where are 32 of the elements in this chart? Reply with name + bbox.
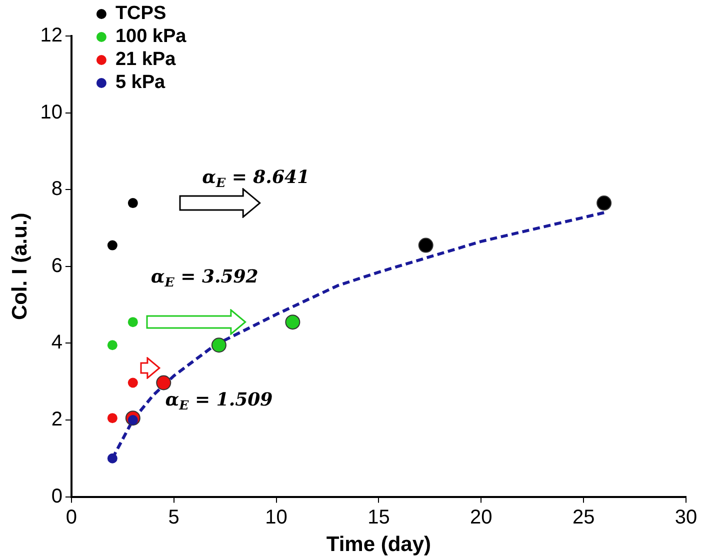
point	[107, 340, 118, 350]
point	[128, 378, 138, 388]
y-tick-label: 2	[51, 408, 62, 431]
point	[156, 375, 172, 390]
y-axis-title: Col. I (a.u.)	[8, 212, 32, 320]
legend-label: TCPS	[115, 3, 166, 24]
x-tick-label: 10	[265, 506, 288, 528]
point	[107, 453, 118, 464]
x-tick-label: 25	[572, 506, 595, 528]
point	[128, 198, 138, 208]
x-tick-label: 15	[368, 506, 390, 528]
legend-label: 21 kPa	[115, 49, 176, 70]
point	[211, 338, 226, 353]
point	[128, 317, 138, 328]
y-tick-label: 0	[51, 485, 62, 508]
x-tick-label: 30	[674, 506, 698, 528]
point	[107, 413, 118, 424]
point	[418, 238, 434, 253]
x-axis-title: Time (day)	[326, 533, 432, 556]
y-tick-label: 12	[40, 24, 62, 47]
x-tick-label: 20	[470, 506, 492, 528]
y-tick-label: 6	[51, 254, 62, 277]
point	[285, 314, 300, 330]
legend-label: 100 kPa	[115, 26, 187, 48]
x-tick-label: 5	[168, 506, 180, 528]
point	[596, 196, 612, 211]
point	[107, 240, 118, 250]
y-tick-label: 10	[40, 101, 62, 124]
y-tick-label: 8	[51, 178, 62, 200]
legend-label: 5 kPa	[115, 72, 166, 94]
y-tick-label: 4	[51, 332, 62, 354]
x-tick-label: 0	[66, 506, 78, 528]
